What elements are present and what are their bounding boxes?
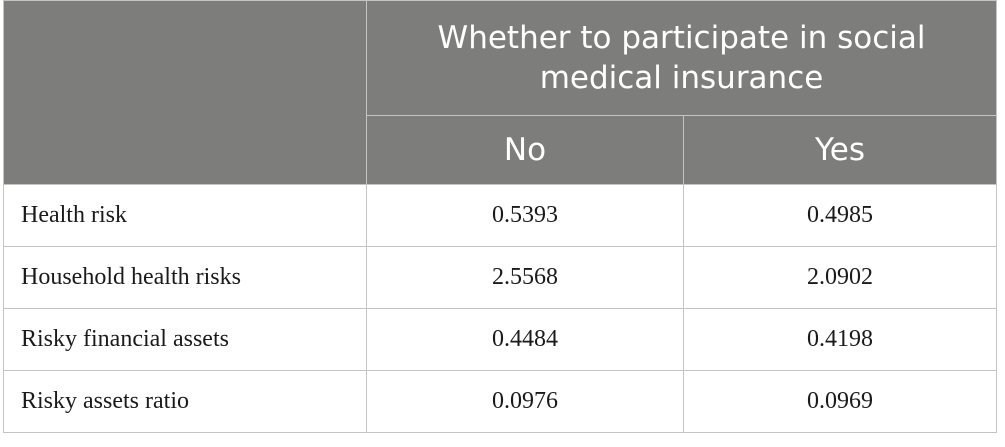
cell-no: 0.0976 bbox=[366, 370, 684, 433]
group-header: Whether to participate in social medical… bbox=[365, 0, 998, 116]
cell-no: 0.4484 bbox=[366, 308, 684, 371]
cell-yes: 0.4198 bbox=[682, 308, 998, 371]
header-row-group: Whether to participate in social medical… bbox=[3, 0, 998, 185]
data-table: Whether to participate in social medical… bbox=[3, 0, 998, 433]
table-row: Risky financial assets 0.4484 0.4198 bbox=[3, 308, 998, 371]
row-label: Risky assets ratio bbox=[3, 370, 367, 433]
table-row: Risky assets ratio 0.0976 0.0969 bbox=[3, 370, 998, 433]
row-label: Household health risks bbox=[3, 246, 367, 309]
cell-yes: 2.0902 bbox=[682, 246, 998, 309]
header-row-columns: No Yes bbox=[4, 115, 998, 185]
table-row: Household health risks 2.5568 2.0902 bbox=[3, 246, 998, 309]
table-row: Health risk 0.5393 0.4985 bbox=[3, 184, 998, 247]
cell-no: 0.5393 bbox=[366, 184, 684, 247]
group-header-line2: medical insurance bbox=[539, 60, 824, 96]
column-header-no: No bbox=[366, 115, 684, 185]
row-label: Health risk bbox=[3, 184, 367, 247]
group-header-line1: Whether to participate in social bbox=[437, 20, 926, 56]
cell-yes: 0.4985 bbox=[682, 184, 998, 247]
cell-yes: 0.0969 bbox=[682, 370, 998, 433]
header-empty-cell bbox=[3, 0, 367, 185]
cell-no: 2.5568 bbox=[366, 246, 684, 309]
row-label: Risky financial assets bbox=[3, 308, 367, 371]
column-header-yes: Yes bbox=[682, 115, 998, 185]
